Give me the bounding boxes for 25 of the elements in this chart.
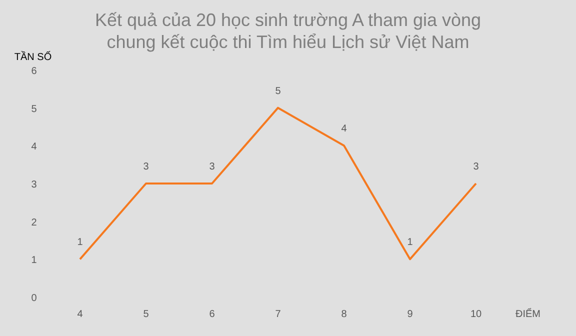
data-label: 3 xyxy=(209,162,216,172)
y-tick-label: 0 xyxy=(31,293,38,304)
data-label: 1 xyxy=(77,237,84,248)
x-tick-label: 5 xyxy=(143,309,150,320)
chart-title: Kết quả của 20 học sinh trường A tham gia vòng chung kết cuộc thi Tìm hiểu Lịch sử Việt Nam xyxy=(94,10,482,52)
y-tick-label: 3 xyxy=(31,180,38,190)
y-tick-label: 6 xyxy=(31,66,38,77)
x-axis-title: ĐIỂM xyxy=(516,308,540,320)
x-tick-label: 7 xyxy=(275,309,282,320)
y-tick-label: 4 xyxy=(31,142,38,153)
x-tick-label: 4 xyxy=(77,309,84,320)
data-label: 3 xyxy=(143,162,150,172)
data-label: 5 xyxy=(275,86,282,97)
data-label: 1 xyxy=(407,237,414,248)
y-tick-label: 1 xyxy=(31,255,38,266)
y-tick-label: 5 xyxy=(31,104,38,115)
data-label: 4 xyxy=(341,124,348,135)
x-tick-label: 8 xyxy=(341,309,348,320)
y-axis-title: TẦN SỐ xyxy=(14,51,52,63)
data-label: 3 xyxy=(473,162,480,172)
x-tick-label: 6 xyxy=(209,309,216,320)
y-tick-label: 2 xyxy=(31,217,38,228)
x-tick-label: 10 xyxy=(470,309,482,320)
line-series xyxy=(79,106,477,260)
x-tick-label: 9 xyxy=(407,309,414,320)
